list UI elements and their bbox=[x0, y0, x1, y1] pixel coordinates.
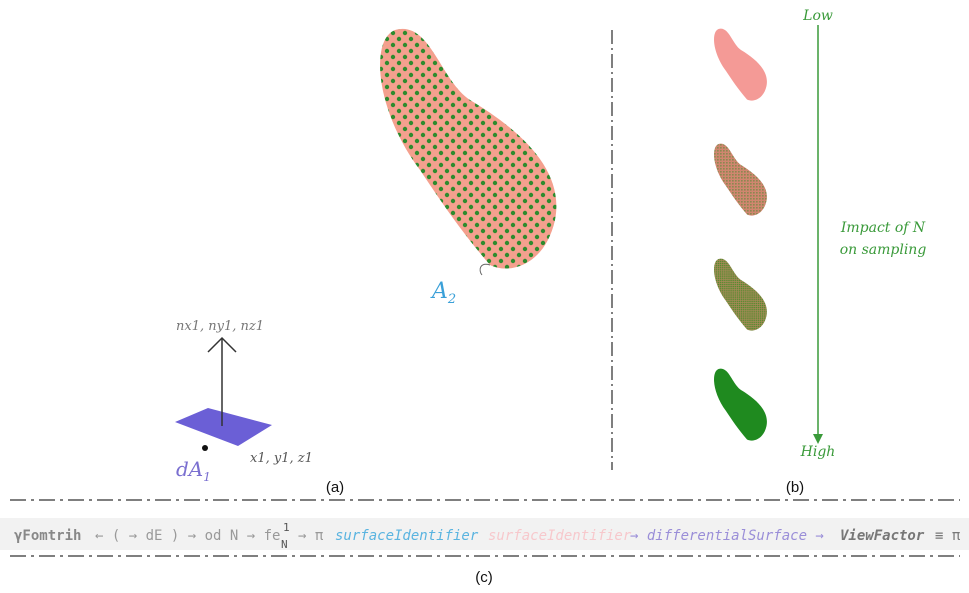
surface-label: A2 bbox=[430, 279, 456, 307]
text: ← ( → dE ) → od N → fe bbox=[95, 528, 280, 544]
normal-label: nx1, ny1, nz1 bbox=[176, 319, 264, 334]
text: 1 bbox=[283, 521, 290, 534]
text: surfaceIdentifier bbox=[335, 528, 479, 544]
surface-a2 bbox=[380, 29, 556, 269]
sample-low bbox=[714, 29, 767, 101]
text: 2 bbox=[447, 292, 456, 307]
text: → differentialSurface → bbox=[630, 528, 824, 544]
arrow-head bbox=[813, 434, 823, 444]
sample-high bbox=[714, 369, 767, 441]
pointer bbox=[480, 264, 490, 275]
text: ViewFactor bbox=[840, 528, 925, 544]
axis-caption: on sampling bbox=[840, 242, 927, 258]
axis-top: Low bbox=[802, 8, 833, 24]
figure: A2 nx1, ny1, nz1 x1, y1, z1 dA1 (a) Low … bbox=[0, 0, 969, 593]
panel-label: (a) bbox=[326, 479, 344, 496]
text: A bbox=[430, 279, 448, 304]
text: dA bbox=[176, 457, 203, 481]
point bbox=[202, 445, 208, 451]
axis-caption: Impact of N bbox=[840, 220, 926, 236]
text: ≡ π bbox=[935, 528, 961, 544]
text: 1 bbox=[203, 470, 211, 484]
position-label: x1, y1, z1 bbox=[250, 451, 313, 466]
differential-element bbox=[175, 408, 272, 446]
text: surfaceIdentifier bbox=[488, 528, 632, 544]
axis-bottom: High bbox=[800, 444, 836, 460]
sample-mid bbox=[714, 144, 767, 216]
text: N bbox=[281, 538, 288, 551]
text: γFomtrih bbox=[14, 528, 81, 544]
panel-label: (b) bbox=[786, 479, 804, 496]
element-label: dA1 bbox=[176, 457, 211, 484]
panel-label: (c) bbox=[475, 569, 493, 586]
text: → π bbox=[298, 528, 324, 544]
sample-mid-high bbox=[714, 259, 767, 331]
